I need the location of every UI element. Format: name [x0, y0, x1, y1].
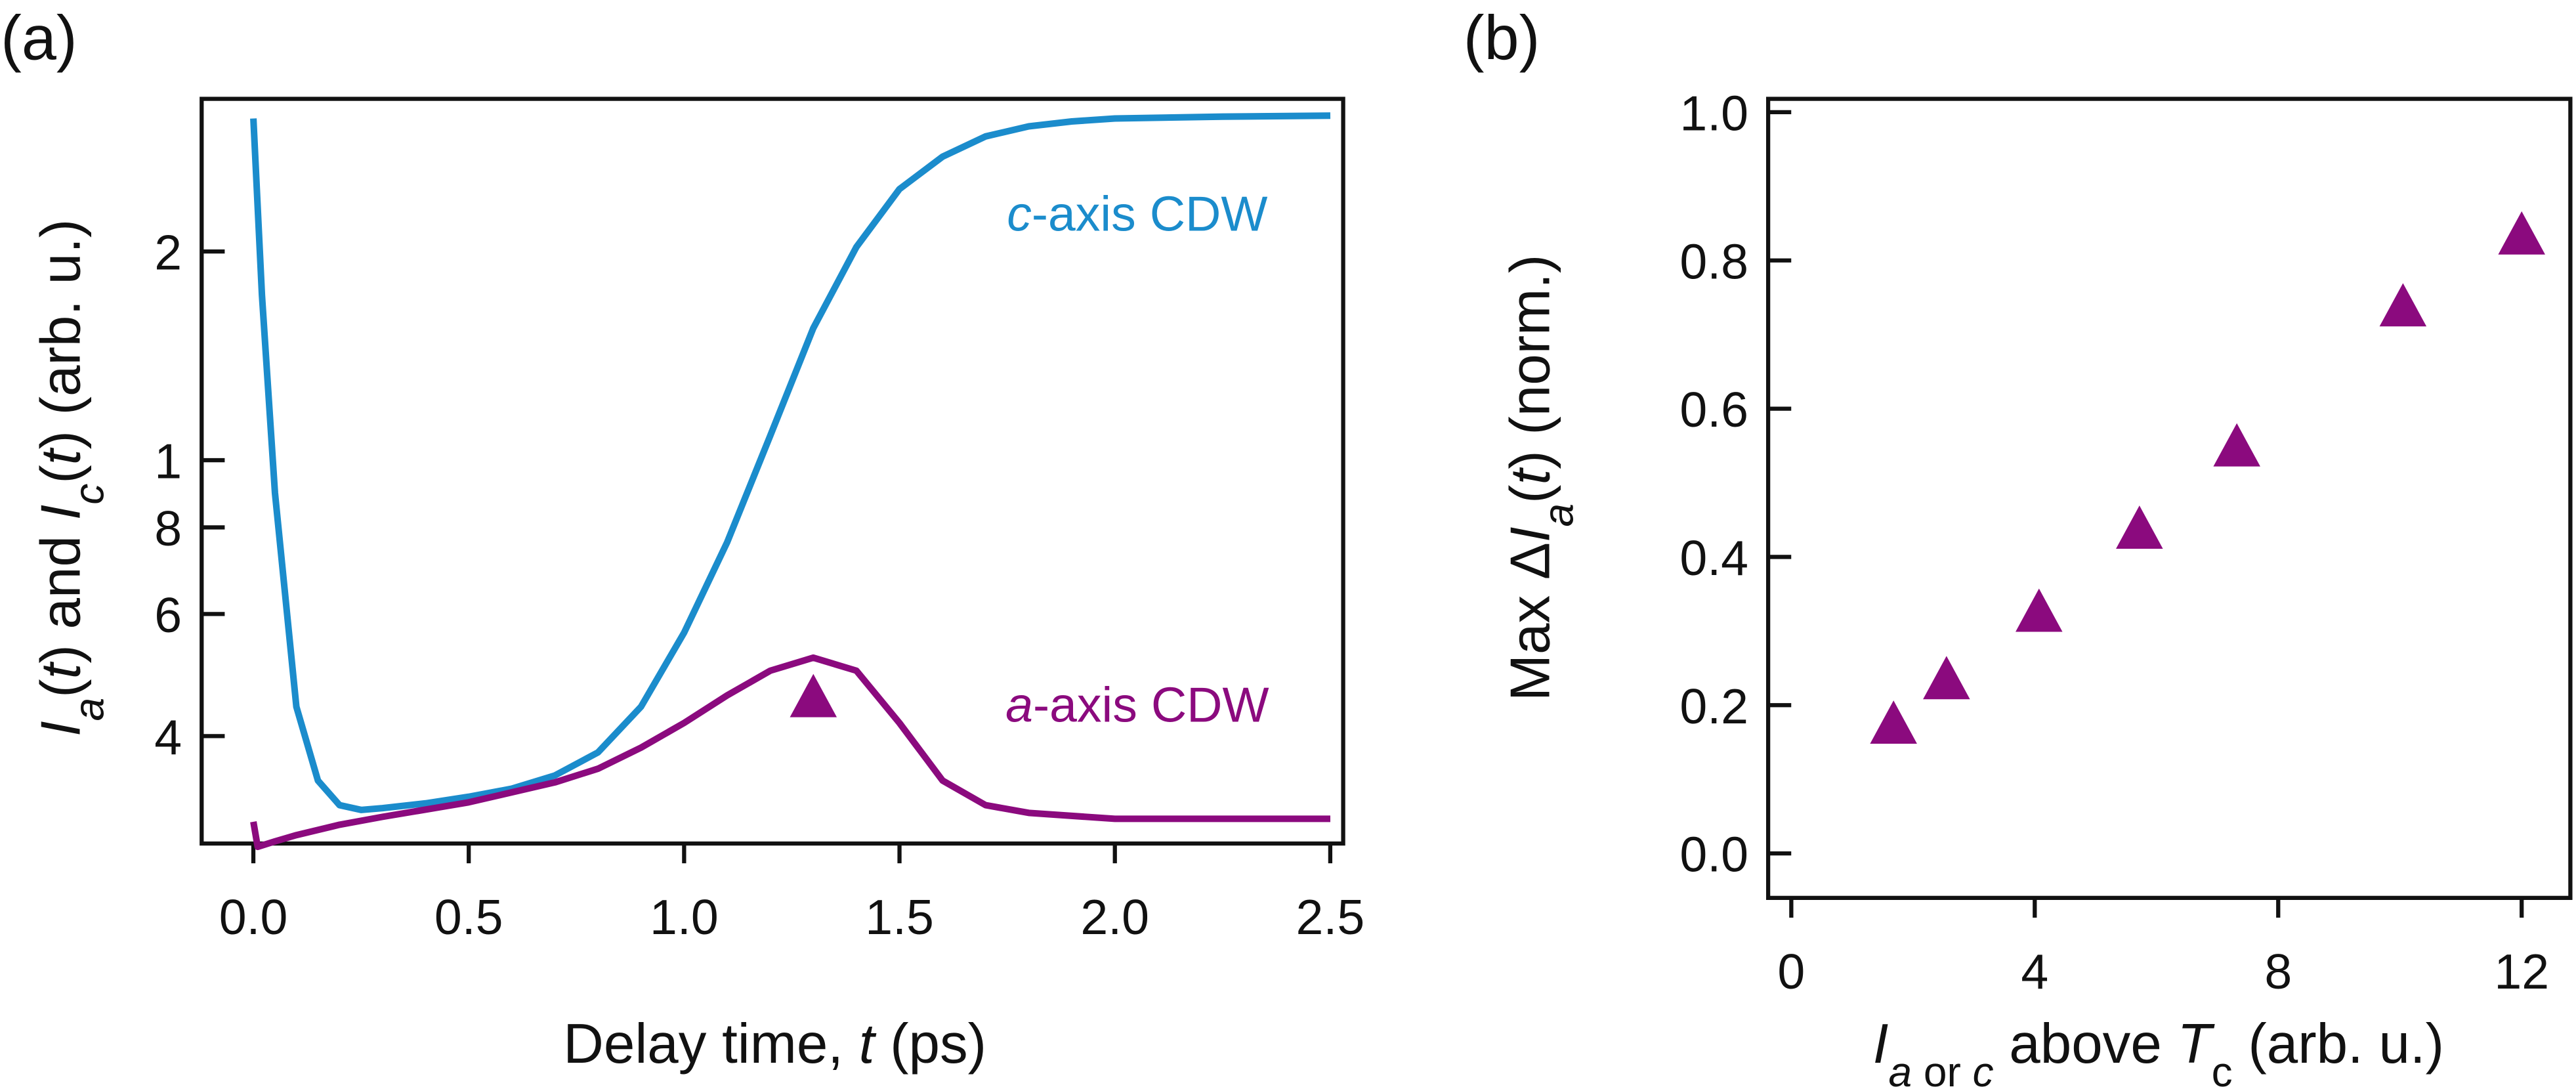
y-axis-label-part: ) (arb. u.) — [30, 219, 93, 450]
triangle-marker — [2213, 423, 2260, 467]
series-line — [250, 112, 1331, 813]
x-axis-label-part: t — [859, 1013, 877, 1075]
x-tick-label: 2.0 — [1080, 889, 1149, 945]
triangle-marker — [2116, 505, 2163, 549]
plot-frame — [200, 96, 1345, 846]
x-axis-label-part: (arb. u.) — [2233, 1013, 2444, 1075]
y-axis-label: Max ΔIa(t) (norm.) — [1499, 255, 1582, 701]
triangle-marker — [2379, 283, 2427, 327]
y-axis-label-part: c — [66, 484, 113, 505]
y-axis-label-part: ( — [30, 465, 93, 483]
triangle-marker — [2498, 211, 2545, 255]
x-tick-label: 0 — [1777, 944, 1805, 999]
x-tick-label: 1.5 — [865, 889, 934, 945]
triangle-marker — [790, 673, 837, 717]
plot-frame — [1765, 96, 2573, 900]
y-axis-label-part: ) and — [30, 520, 93, 663]
series-line — [250, 654, 1331, 851]
y-axis-label-part: I — [1499, 526, 1561, 542]
annotation: c-axis CDW — [1007, 186, 1267, 241]
x-axis-label-part: a — [1889, 1048, 1912, 1089]
annotation-part: c — [1007, 186, 1032, 241]
y-tick-label: 1 — [154, 434, 182, 489]
y-tick-label: 0.6 — [1679, 382, 1748, 437]
y-axis-label-part: t — [30, 661, 93, 679]
y-tick-label: 2 — [154, 225, 182, 280]
annotation-part: -axis CDW — [1032, 186, 1268, 241]
x-axis-label-part: c — [2212, 1048, 2233, 1089]
x-axis-label-part: Delay time, — [563, 1013, 858, 1075]
y-axis-label-part: I — [30, 505, 93, 521]
y-tick-label: 4 — [154, 710, 182, 765]
x-axis-label-part: T — [2178, 1013, 2216, 1075]
y-axis-label-part: ) (norm.) — [1499, 255, 1561, 469]
triangle-marker — [1923, 656, 1970, 700]
y-axis-label: Ia(t) and Ic(t) (arb. u.) — [30, 219, 113, 737]
y-tick-label: 0.4 — [1679, 530, 1748, 586]
y-axis-label-part: I — [30, 721, 93, 737]
x-axis-label: Delay time, t (ps) — [563, 1013, 986, 1075]
x-axis-label-part: c — [1973, 1048, 1994, 1089]
y-axis-label-part: ( — [1499, 484, 1561, 503]
x-tick-label: 4 — [2021, 944, 2048, 999]
x-tick-label: 8 — [2264, 944, 2292, 999]
x-axis-label-part: (ps) — [874, 1013, 986, 1075]
x-axis-label-part: above — [1994, 1013, 2178, 1075]
annotation-part: -axis CDW — [1033, 677, 1269, 732]
y-axis-label-part: a — [1534, 503, 1582, 527]
x-axis-label-part: I — [1873, 1013, 1889, 1075]
y-tick-label: 0.2 — [1679, 679, 1748, 734]
y-axis-label-part: t — [30, 447, 93, 465]
x-tick-label: 0.0 — [219, 889, 288, 945]
y-axis-label-part: t — [1499, 467, 1561, 484]
y-tick-label: 6 — [154, 587, 182, 643]
panel-label: (a) — [1, 3, 77, 73]
panel-label: (b) — [1464, 3, 1540, 73]
annotation: a-axis CDW — [1005, 677, 1269, 732]
y-tick-label: 0.0 — [1679, 827, 1748, 882]
y-tick-label: 1.0 — [1679, 86, 1748, 141]
y-tick-label: 0.8 — [1679, 234, 1748, 289]
y-axis-label-part: ( — [30, 679, 93, 697]
triangle-marker — [2016, 588, 2063, 632]
x-tick-label: 1.0 — [650, 889, 719, 945]
y-axis-label-part: Max Δ — [1499, 542, 1561, 701]
triangle-marker — [1870, 700, 1917, 744]
y-tick-label: 8 — [154, 501, 182, 556]
x-axis-label-part: or — [1912, 1048, 1972, 1089]
x-tick-label: 0.5 — [434, 889, 503, 945]
annotation-part: a — [1005, 677, 1033, 732]
x-axis-label: Ia or c above Tc (arb. u.) — [1873, 1013, 2444, 1089]
x-tick-label: 12 — [2494, 944, 2549, 999]
y-axis-label-part: a — [66, 698, 113, 721]
x-tick-label: 2.5 — [1296, 889, 1365, 945]
